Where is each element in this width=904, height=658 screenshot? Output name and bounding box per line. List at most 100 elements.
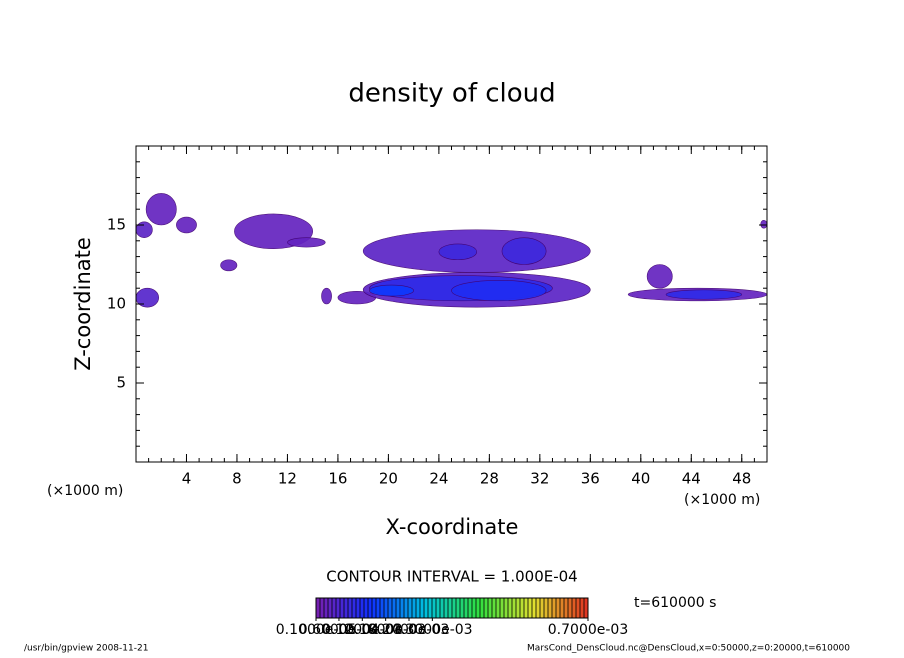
colorbar-cell xyxy=(512,598,516,618)
cloud-patch xyxy=(220,259,238,272)
x-tick-label: 4 xyxy=(182,470,192,488)
colorbar-tick-label: 0.3000e-03 xyxy=(392,622,472,638)
colorbar-cell xyxy=(436,598,440,618)
x-tick-label: 28 xyxy=(480,470,499,488)
colorbar-cell xyxy=(472,598,476,618)
colorbar-cell xyxy=(332,598,336,618)
colorbar-cell xyxy=(504,598,508,618)
cloud-patch xyxy=(646,264,673,289)
colorbar-cell xyxy=(460,598,464,618)
colorbar-cell xyxy=(488,598,492,618)
cloud-patch xyxy=(760,219,768,229)
colorbar-cell xyxy=(492,598,496,618)
colorbar-cell xyxy=(428,598,432,618)
colorbar-cell xyxy=(376,598,380,618)
cloud-patch xyxy=(501,237,547,265)
x-tick-label: 48 xyxy=(732,470,751,488)
colorbar-cell xyxy=(520,598,524,618)
cloud-patch xyxy=(176,216,197,234)
footer-right: MarsCond_DensCloud.nc@DensCloud,x=0:5000… xyxy=(527,644,850,654)
colorbar-cell xyxy=(464,598,468,618)
x-tick-label: 32 xyxy=(530,470,549,488)
colorbar-cell xyxy=(524,598,528,618)
colorbar-cell xyxy=(580,598,584,618)
x-tick-label: 16 xyxy=(328,470,347,488)
y-tick-label: 10 xyxy=(107,295,126,313)
colorbar-cell xyxy=(456,598,460,618)
colorbar-cell xyxy=(536,598,540,618)
colorbar-cell xyxy=(324,598,328,618)
colorbar-cell xyxy=(424,598,428,618)
cloud-patch xyxy=(287,237,326,248)
chart-title: density of cloud xyxy=(348,79,555,109)
colorbar-cell xyxy=(484,598,488,618)
colorbar-cell xyxy=(468,598,472,618)
x-tick-label: 20 xyxy=(379,470,398,488)
colorbar-cell xyxy=(440,598,444,618)
x-tick-label: 12 xyxy=(278,470,297,488)
colorbar-tick-label: 0.6000e-04 xyxy=(299,622,380,638)
colorbar-tick-label: 0.1000e-05 xyxy=(276,622,356,638)
colorbar-cell xyxy=(528,598,532,618)
colorbar-cell xyxy=(392,598,396,618)
colorbar-cell xyxy=(496,598,500,618)
colorbar-cell xyxy=(548,598,552,618)
x-axis-label: X-coordinate xyxy=(386,515,519,539)
colorbar-cell xyxy=(556,598,560,618)
contour-interval: CONTOUR INTERVAL = 1.000E-04 xyxy=(326,568,577,586)
colorbar-cell xyxy=(416,598,420,618)
colorbar-cell xyxy=(336,598,340,618)
colorbar-cell xyxy=(564,598,568,618)
colorbar-cell xyxy=(420,598,424,618)
y-axis-label: Z-coordinate xyxy=(71,237,95,371)
colorbar-tick-label: 0.1800e-03 xyxy=(345,622,425,638)
colorbar-cell xyxy=(340,598,344,618)
colorbar-cell xyxy=(404,598,408,618)
x-tick-label: 40 xyxy=(631,470,650,488)
x-tick-label: 24 xyxy=(429,470,448,488)
plot-area xyxy=(135,193,768,308)
colorbar-cell xyxy=(396,598,400,618)
cloud-patch xyxy=(369,284,414,297)
colorbar-cell xyxy=(408,598,412,618)
colorbar-frame xyxy=(315,597,589,619)
cloud-patch xyxy=(451,280,547,302)
colorbar-cell xyxy=(500,598,504,618)
colorbar-cell xyxy=(372,598,376,618)
colorbar-cell xyxy=(448,598,452,618)
footer-left: /usr/bin/gpview 2008-11-21 xyxy=(24,644,148,654)
cloud-patch xyxy=(145,193,177,226)
colorbar: 0.1000e-050.6000e-040.1200e-030.1800e-03… xyxy=(276,597,628,638)
colorbar-tick-label: 0.2400e-03 xyxy=(369,622,449,638)
colorbar-cell xyxy=(568,598,572,618)
cloud-patch xyxy=(135,221,153,238)
time-label: t=610000 s xyxy=(634,595,716,611)
x-unit: (×1000 m) xyxy=(684,492,760,508)
colorbar-cell xyxy=(584,598,588,618)
colorbar-cell xyxy=(480,598,484,618)
colorbar-cell xyxy=(432,598,436,618)
colorbar-cell xyxy=(348,598,352,618)
colorbar-tick-label: 0.7000e-03 xyxy=(548,622,628,638)
x-tick-label: 8 xyxy=(232,470,242,488)
colorbar-cell xyxy=(576,598,580,618)
colorbar-cell xyxy=(532,598,536,618)
colorbar-cell xyxy=(508,598,512,618)
colorbar-cell xyxy=(572,598,576,618)
colorbar-cell xyxy=(384,598,388,618)
colorbar-cell xyxy=(476,598,480,618)
colorbar-cell xyxy=(452,598,456,618)
colorbar-cell xyxy=(412,598,416,618)
colorbar-cell xyxy=(400,598,404,618)
x-tick-label: 44 xyxy=(682,470,701,488)
colorbar-cell xyxy=(368,598,372,618)
colorbar-cell xyxy=(364,598,368,618)
colorbar-cell xyxy=(344,598,348,618)
cloud-patch xyxy=(438,243,478,261)
colorbar-cell xyxy=(540,598,544,618)
y-tick-label: 5 xyxy=(116,374,126,392)
colorbar-cell xyxy=(316,598,320,618)
colorbar-cell xyxy=(328,598,332,618)
